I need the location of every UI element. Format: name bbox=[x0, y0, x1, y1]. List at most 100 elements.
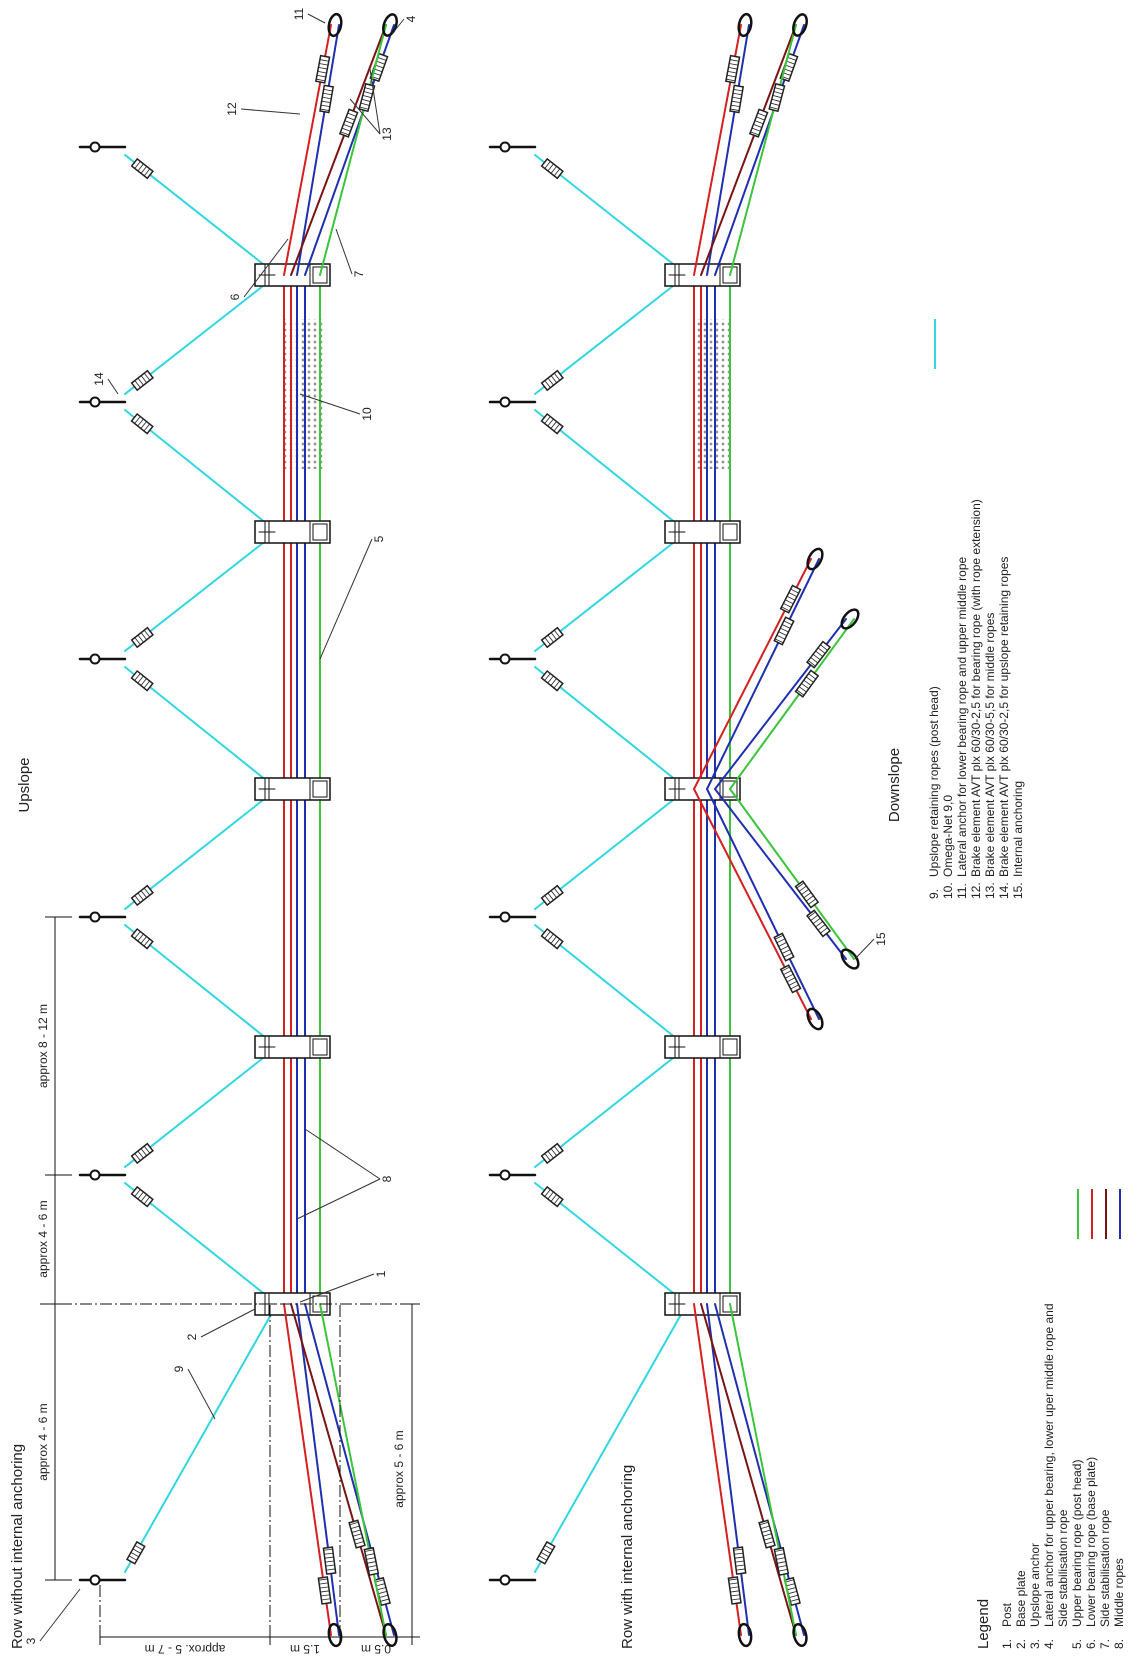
brake-hatch bbox=[756, 116, 765, 121]
callout-number: 1 bbox=[374, 1270, 388, 1277]
brake-hatch bbox=[553, 887, 561, 896]
callout-number: 7 bbox=[352, 270, 366, 277]
brake-hatch bbox=[553, 938, 560, 947]
brake-hatch bbox=[769, 106, 779, 110]
brake-hatch bbox=[803, 892, 812, 899]
leader-line bbox=[243, 238, 289, 298]
callout-number: 14 bbox=[92, 372, 106, 386]
leader-line bbox=[107, 378, 119, 395]
brake-hatch bbox=[774, 1549, 784, 1552]
brake-hatch bbox=[729, 63, 739, 66]
post bbox=[664, 777, 741, 801]
brake-hatch bbox=[321, 100, 331, 104]
legend-number: 1. bbox=[1000, 1639, 1014, 1649]
brake-element bbox=[540, 1185, 564, 1208]
brake-hatch bbox=[757, 112, 767, 117]
rope bbox=[296, 1303, 340, 1636]
brake-hatch bbox=[352, 1533, 362, 1537]
brake-hatch bbox=[319, 1586, 329, 1589]
brake-hatch bbox=[346, 116, 355, 121]
brake-hatch bbox=[772, 95, 782, 99]
brake-hatch bbox=[143, 680, 150, 689]
heading: Upslope bbox=[16, 757, 33, 812]
anchor-head bbox=[89, 653, 101, 665]
legend-text: Brake element AVT plx 60/30-2,5 for upsl… bbox=[997, 557, 1011, 877]
brake-hatch bbox=[319, 1582, 329, 1585]
brake-hatch bbox=[730, 1590, 740, 1593]
brake-element bbox=[540, 412, 564, 435]
brake-hatch bbox=[137, 163, 144, 172]
brake-hatch bbox=[753, 123, 762, 128]
anchor-eye bbox=[806, 1007, 824, 1031]
anchor-eye bbox=[806, 547, 824, 571]
brake-hatch bbox=[137, 1191, 144, 1200]
brake-element bbox=[768, 82, 786, 113]
brake-hatch bbox=[770, 102, 780, 106]
brake-hatch bbox=[140, 166, 147, 174]
brake-hatch bbox=[733, 1548, 743, 1551]
brake-hatch bbox=[379, 1594, 389, 1598]
brake-hatch bbox=[774, 87, 784, 91]
legend-number: 9. bbox=[927, 889, 941, 899]
brake-hatch bbox=[134, 1545, 143, 1551]
dimension-label: approx 4 - 6 m bbox=[36, 1403, 50, 1480]
brake-hatch bbox=[777, 1565, 787, 1568]
rope bbox=[729, 618, 855, 790]
brake-element bbox=[130, 927, 154, 950]
brake-hatch bbox=[778, 942, 787, 947]
brake-hatch bbox=[553, 423, 560, 432]
anchor-head bbox=[89, 141, 101, 153]
brake-hatch bbox=[547, 1150, 554, 1159]
brake-hatch bbox=[143, 423, 150, 432]
brake-hatch bbox=[366, 1557, 376, 1560]
brake-hatch bbox=[762, 1533, 772, 1537]
brake-element bbox=[794, 669, 820, 698]
rope bbox=[706, 788, 820, 1020]
brake-hatch bbox=[140, 678, 147, 686]
brake-hatch bbox=[128, 1555, 138, 1561]
anchor-head bbox=[499, 653, 511, 665]
brake-hatch bbox=[732, 92, 742, 96]
anchor-head bbox=[499, 396, 511, 408]
brake-hatch bbox=[316, 78, 326, 82]
brake-hatch bbox=[774, 638, 784, 644]
callout-number: 11 bbox=[292, 7, 306, 20]
legend-text: Upslope retaining ropes (post head) bbox=[927, 686, 941, 877]
base-plate bbox=[312, 523, 328, 541]
brake-element bbox=[794, 880, 820, 909]
brake-hatch bbox=[143, 168, 151, 177]
brake-hatch bbox=[788, 980, 798, 986]
brake-hatch bbox=[761, 1529, 771, 1533]
callout-number: 3 bbox=[24, 1637, 38, 1644]
brake-element bbox=[348, 1519, 366, 1549]
brake-hatch bbox=[781, 606, 790, 612]
brake-hatch bbox=[134, 1153, 141, 1161]
brake-hatch bbox=[140, 421, 147, 429]
legend-text: Brake element AVT plx 60/30-2,5 for bear… bbox=[969, 499, 983, 877]
anchor-eye bbox=[840, 948, 860, 970]
brake-hatch bbox=[321, 1598, 331, 1601]
brake-hatch bbox=[759, 1521, 769, 1526]
brake-hatch bbox=[340, 131, 350, 136]
brake-hatch bbox=[320, 104, 330, 108]
brake-hatch bbox=[143, 887, 151, 896]
base-plate bbox=[722, 523, 738, 541]
brake-hatch bbox=[785, 599, 794, 605]
anchor-head bbox=[499, 911, 511, 923]
brake-hatch bbox=[733, 88, 743, 92]
brake-hatch bbox=[319, 59, 329, 62]
brake-hatch bbox=[731, 100, 741, 104]
brake-hatch bbox=[781, 949, 791, 954]
brake-hatch bbox=[730, 104, 740, 108]
post bbox=[664, 1292, 741, 1316]
brake-hatch bbox=[367, 1565, 377, 1568]
brake-hatch bbox=[547, 418, 554, 427]
dimension-label: approx. 5 - 7 m bbox=[145, 1642, 226, 1656]
brake-hatch bbox=[786, 1583, 795, 1587]
brake-hatch bbox=[776, 938, 786, 944]
brake-hatch bbox=[544, 931, 551, 939]
brake-hatch bbox=[547, 675, 554, 684]
brake-hatch bbox=[364, 87, 374, 91]
